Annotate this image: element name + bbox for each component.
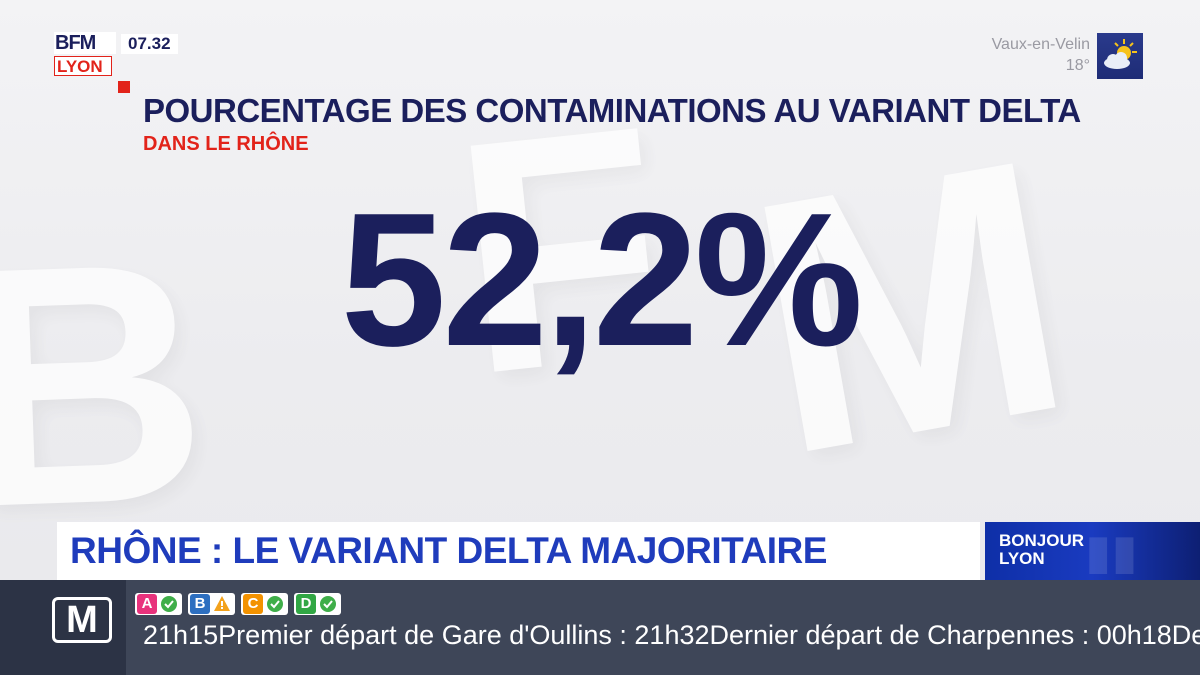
metro-line-tag: A [135,593,182,615]
ticker-logo-panel: M [0,580,126,675]
metro-line-letter: B [190,594,210,614]
metro-line-tag: B [188,593,235,615]
percentage-value: 52,2% [340,174,864,386]
channel-logo-top: BFM [54,32,116,54]
metro-line-letter: C [243,594,263,614]
weather-city: Vaux-en-Velin [991,36,1090,53]
headline-bar: RHÔNE : LE VARIANT DELTA MAJORITAIRE [57,522,980,580]
check-icon [266,595,284,613]
clock: 07.32 [121,34,178,54]
show-badge-decoration: ▮▮ [1085,526,1138,579]
infographic-title: POURCENTAGE DES CONTAMINATIONS AU VARIAN… [143,92,1081,129]
metro-line-tag: C [241,593,288,615]
channel-logo-bottom: LYON [54,56,112,76]
transit-ticker: M A B C D 21h15Premier départ de Gare d'Oul… [0,580,1200,675]
infographic-subtitle: DANS LE RHÔNE [143,133,309,155]
check-icon [160,595,178,613]
metro-line-tag: D [294,593,341,615]
show-badge: ▮▮ BONJOUR LYON [985,522,1200,580]
metro-logo-icon: M [52,597,112,643]
accent-square [118,81,130,93]
headline-text: RHÔNE : LE VARIANT DELTA MAJORITAIRE [70,530,827,571]
sun-cloud-icon [1097,33,1143,79]
show-name: BONJOUR LYON [999,531,1085,568]
weather-temperature: 18° [1065,57,1090,74]
check-icon [319,595,337,613]
metro-line-letter: A [137,594,157,614]
metro-line-statuses: A B C D [135,593,347,615]
channel-logo: BFM LYON [54,32,116,76]
metro-line-letter: D [296,594,316,614]
warning-icon [213,595,231,613]
ticker-text: 21h15Premier départ de Gare d'Oullins : … [143,620,1200,650]
